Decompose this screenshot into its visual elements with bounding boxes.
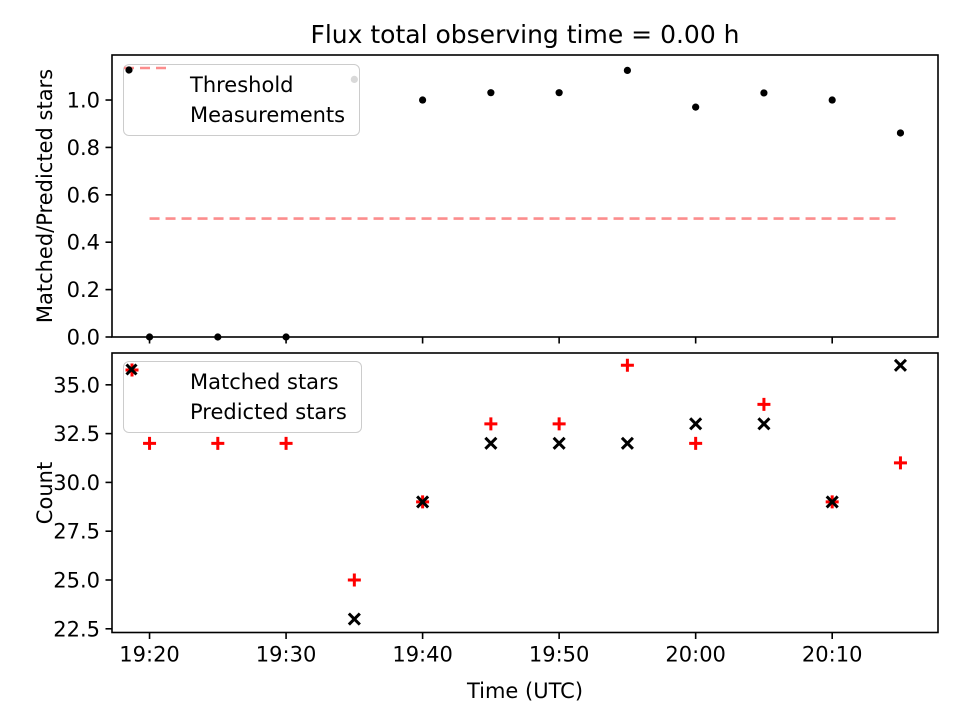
y-tick-label: 30.0 <box>53 471 100 495</box>
top-y-axis-label: Matched/Predicted stars <box>33 68 57 324</box>
y-tick-label: 0.4 <box>67 231 100 255</box>
x-tick-label: 19:40 <box>392 643 453 667</box>
axes-frame <box>111 54 939 338</box>
x-tick-label: 20:10 <box>802 643 863 667</box>
legend-entry-predicted-stars: Predicted stars <box>125 363 347 427</box>
y-tick-label: 35.0 <box>53 373 100 397</box>
series-predicted-stars <box>347 358 908 626</box>
axis-ticks-0: 0.0 0.2 0.4 0.6 0.8 1.0 <box>67 89 833 350</box>
x-tick-label: 19:20 <box>119 643 180 667</box>
legend-label-predicted-stars: Predicted stars <box>190 400 347 424</box>
y-tick-label: 0.6 <box>67 183 100 207</box>
legend-label-threshold: Threshold <box>190 73 294 97</box>
subplot-1: 22.5 25.0 27.5 30.0 32.5 35.0 19:20 19:30 19:40 1… <box>53 352 939 667</box>
y-tick-label: 0.2 <box>67 278 100 302</box>
y-tick-label: 32.5 <box>53 422 100 446</box>
x-tick-label: 20:00 <box>665 643 726 667</box>
legend-label-measurements: Measurements <box>190 103 346 127</box>
series-matched-stars <box>143 358 907 587</box>
axes-frame <box>111 352 939 634</box>
legend-entry-threshold: Threshold <box>124 66 345 100</box>
subplot-0: 0.0 0.2 0.4 0.6 0.8 1.0 <box>67 54 939 350</box>
x-tick-label: 19:30 <box>256 643 317 667</box>
x-axis-label: Time (UTC) <box>466 679 584 703</box>
y-tick-label: 0.0 <box>67 326 100 350</box>
axis-ticks-1: 22.5 25.0 27.5 30.0 32.5 35.0 19:20 19:30 19:40 1… <box>53 373 862 666</box>
bottom-y-axis-label: Count <box>33 461 57 525</box>
y-tick-label: 0.8 <box>67 136 100 160</box>
y-tick-label: 22.5 <box>53 617 100 641</box>
x-tick-label: 19:50 <box>529 643 590 667</box>
bottom-plot-legend: Matched stars Predicted stars <box>123 361 362 433</box>
y-tick-label: 25.0 <box>53 568 100 592</box>
legend-label-matched-stars: Matched stars <box>190 370 339 394</box>
figure-title: Flux total observing time = 0.00 h <box>310 20 740 49</box>
y-tick-label: 1.0 <box>67 89 100 113</box>
legend-entry-matched-stars: Matched stars <box>125 363 347 397</box>
top-plot-legend: Threshold Measurements <box>123 64 361 136</box>
legend-entry-measurements: Measurements <box>125 66 346 130</box>
y-tick-label: 27.5 <box>53 520 100 544</box>
